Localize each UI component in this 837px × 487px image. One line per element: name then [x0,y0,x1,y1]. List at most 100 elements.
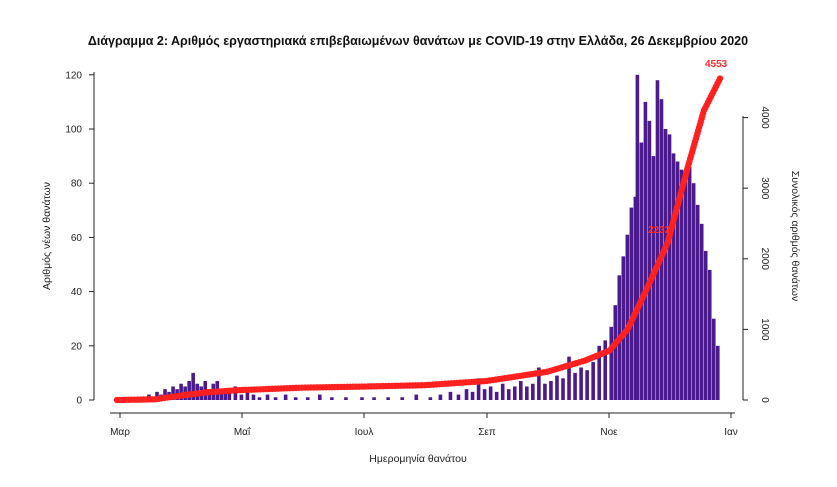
daily-bar [711,318,716,400]
daily-bar [609,326,614,400]
daily-bar [635,74,640,401]
chart-title: Διάγραμμα 2: Αριθμός εργαστηριακά επιβεβ… [88,34,748,48]
x-axis-ticks: Μαρ Μαΐ Ιουλ Σεπ Νοε Ιαν [110,413,738,438]
x-tick-label: Ιαν [724,427,738,438]
daily-bar [679,169,684,400]
left-tick-label: 40 [71,287,83,298]
daily-bar [482,389,487,400]
daily-bar [555,375,559,400]
daily-bar [456,394,461,400]
daily-bar [707,269,712,400]
daily-bar [699,223,704,400]
daily-bar [179,383,183,400]
right-tick-label: 2000 [759,248,770,271]
daily-bar [655,80,660,400]
daily-bar [448,391,453,400]
daily-bar [476,378,481,400]
left-tick-label: 120 [65,70,82,81]
daily-bar [330,397,334,400]
daily-bar [625,234,630,400]
daily-bar [257,397,262,400]
right-tick-label: 0 [759,397,770,403]
daily-bar [386,397,390,400]
daily-bar [506,389,511,400]
daily-bar [703,250,708,400]
daily-deaths-bars [139,74,720,401]
daily-bar [531,383,535,400]
daily-bar [639,142,644,401]
x-tick-label: Μαρ [110,427,130,438]
daily-bar [265,394,270,400]
daily-bar [519,381,523,400]
daily-bar [567,356,571,400]
final-cumulative-label: 4553 [705,59,728,70]
daily-bar [414,394,419,400]
daily-bar [579,367,583,400]
daily-bar [494,391,499,400]
daily-bar [273,397,278,400]
daily-bar [187,381,191,400]
daily-bar [163,389,167,400]
daily-bar [251,394,256,400]
daily-bar [500,383,505,400]
mid-cumulative-label: 2232 [648,225,671,236]
daily-bar [360,397,364,400]
daily-bar [663,129,668,400]
left-tick-label: 20 [71,341,83,352]
left-y-axis-ticks: 0 20 40 60 80 100 120 [65,70,94,407]
daily-bar [464,389,469,400]
daily-bar [537,367,541,400]
daily-bar [643,101,648,401]
daily-bar [671,153,676,400]
daily-bar [191,372,195,400]
daily-bar [647,120,652,401]
daily-bar [344,397,348,400]
daily-bar [613,305,618,400]
right-tick-label: 4000 [759,106,770,129]
daily-bar [543,383,547,400]
left-tick-label: 100 [65,125,82,136]
daily-bar [438,394,443,400]
cumulative-point [716,75,724,82]
daily-bar [227,391,232,400]
left-tick-label: 0 [76,396,82,407]
daily-bar [219,391,224,400]
daily-bar [171,386,175,400]
daily-bar [715,345,720,400]
daily-bar [695,204,700,400]
x-tick-label: Ιουλ [355,427,374,438]
daily-bar [585,370,589,400]
daily-bar [223,389,228,400]
daily-bar [400,397,405,400]
daily-bar [591,362,595,400]
daily-bar [549,381,553,400]
daily-bar [573,372,577,400]
daily-bar [597,345,601,400]
left-y-axis-label: Αριθμός νέων θανάτων [41,182,53,290]
daily-bar [629,207,634,400]
daily-bar [245,391,250,400]
daily-bar [667,134,672,401]
daily-bar [293,397,298,400]
daily-bar [633,196,638,400]
right-tick-label: 3000 [759,177,770,200]
daily-bar [239,394,244,400]
daily-bar [372,397,376,400]
daily-bar [675,161,680,400]
x-tick-label: Νοε [600,427,618,438]
daily-bar [683,177,688,400]
left-tick-label: 80 [71,179,83,190]
right-y-axis-label: Συνολικός αριθμός θανάτων [789,171,801,301]
left-tick-label: 60 [71,233,83,244]
daily-bar [428,397,433,400]
daily-bar [512,386,517,400]
daily-bar [621,256,626,400]
daily-bar [691,183,696,400]
daily-bar [525,386,529,400]
x-axis-label: Ημερομηνία θανάτου [369,453,467,465]
x-tick-label: Μαΐ [234,426,251,438]
daily-bar [687,166,692,400]
daily-bar [283,394,288,400]
